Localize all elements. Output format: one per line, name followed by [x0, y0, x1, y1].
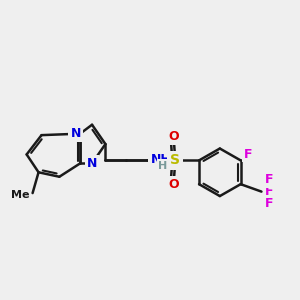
- Text: O: O: [169, 178, 179, 191]
- Text: Me: Me: [11, 190, 30, 200]
- Text: F: F: [264, 197, 273, 210]
- Text: F: F: [244, 148, 252, 161]
- Text: H: H: [158, 161, 167, 171]
- Text: F: F: [264, 185, 273, 198]
- Text: S: S: [170, 153, 180, 167]
- Text: F: F: [264, 173, 273, 186]
- Text: N: N: [70, 127, 81, 140]
- Text: N: N: [87, 157, 97, 170]
- Text: NH: NH: [151, 153, 171, 166]
- Text: O: O: [169, 130, 179, 143]
